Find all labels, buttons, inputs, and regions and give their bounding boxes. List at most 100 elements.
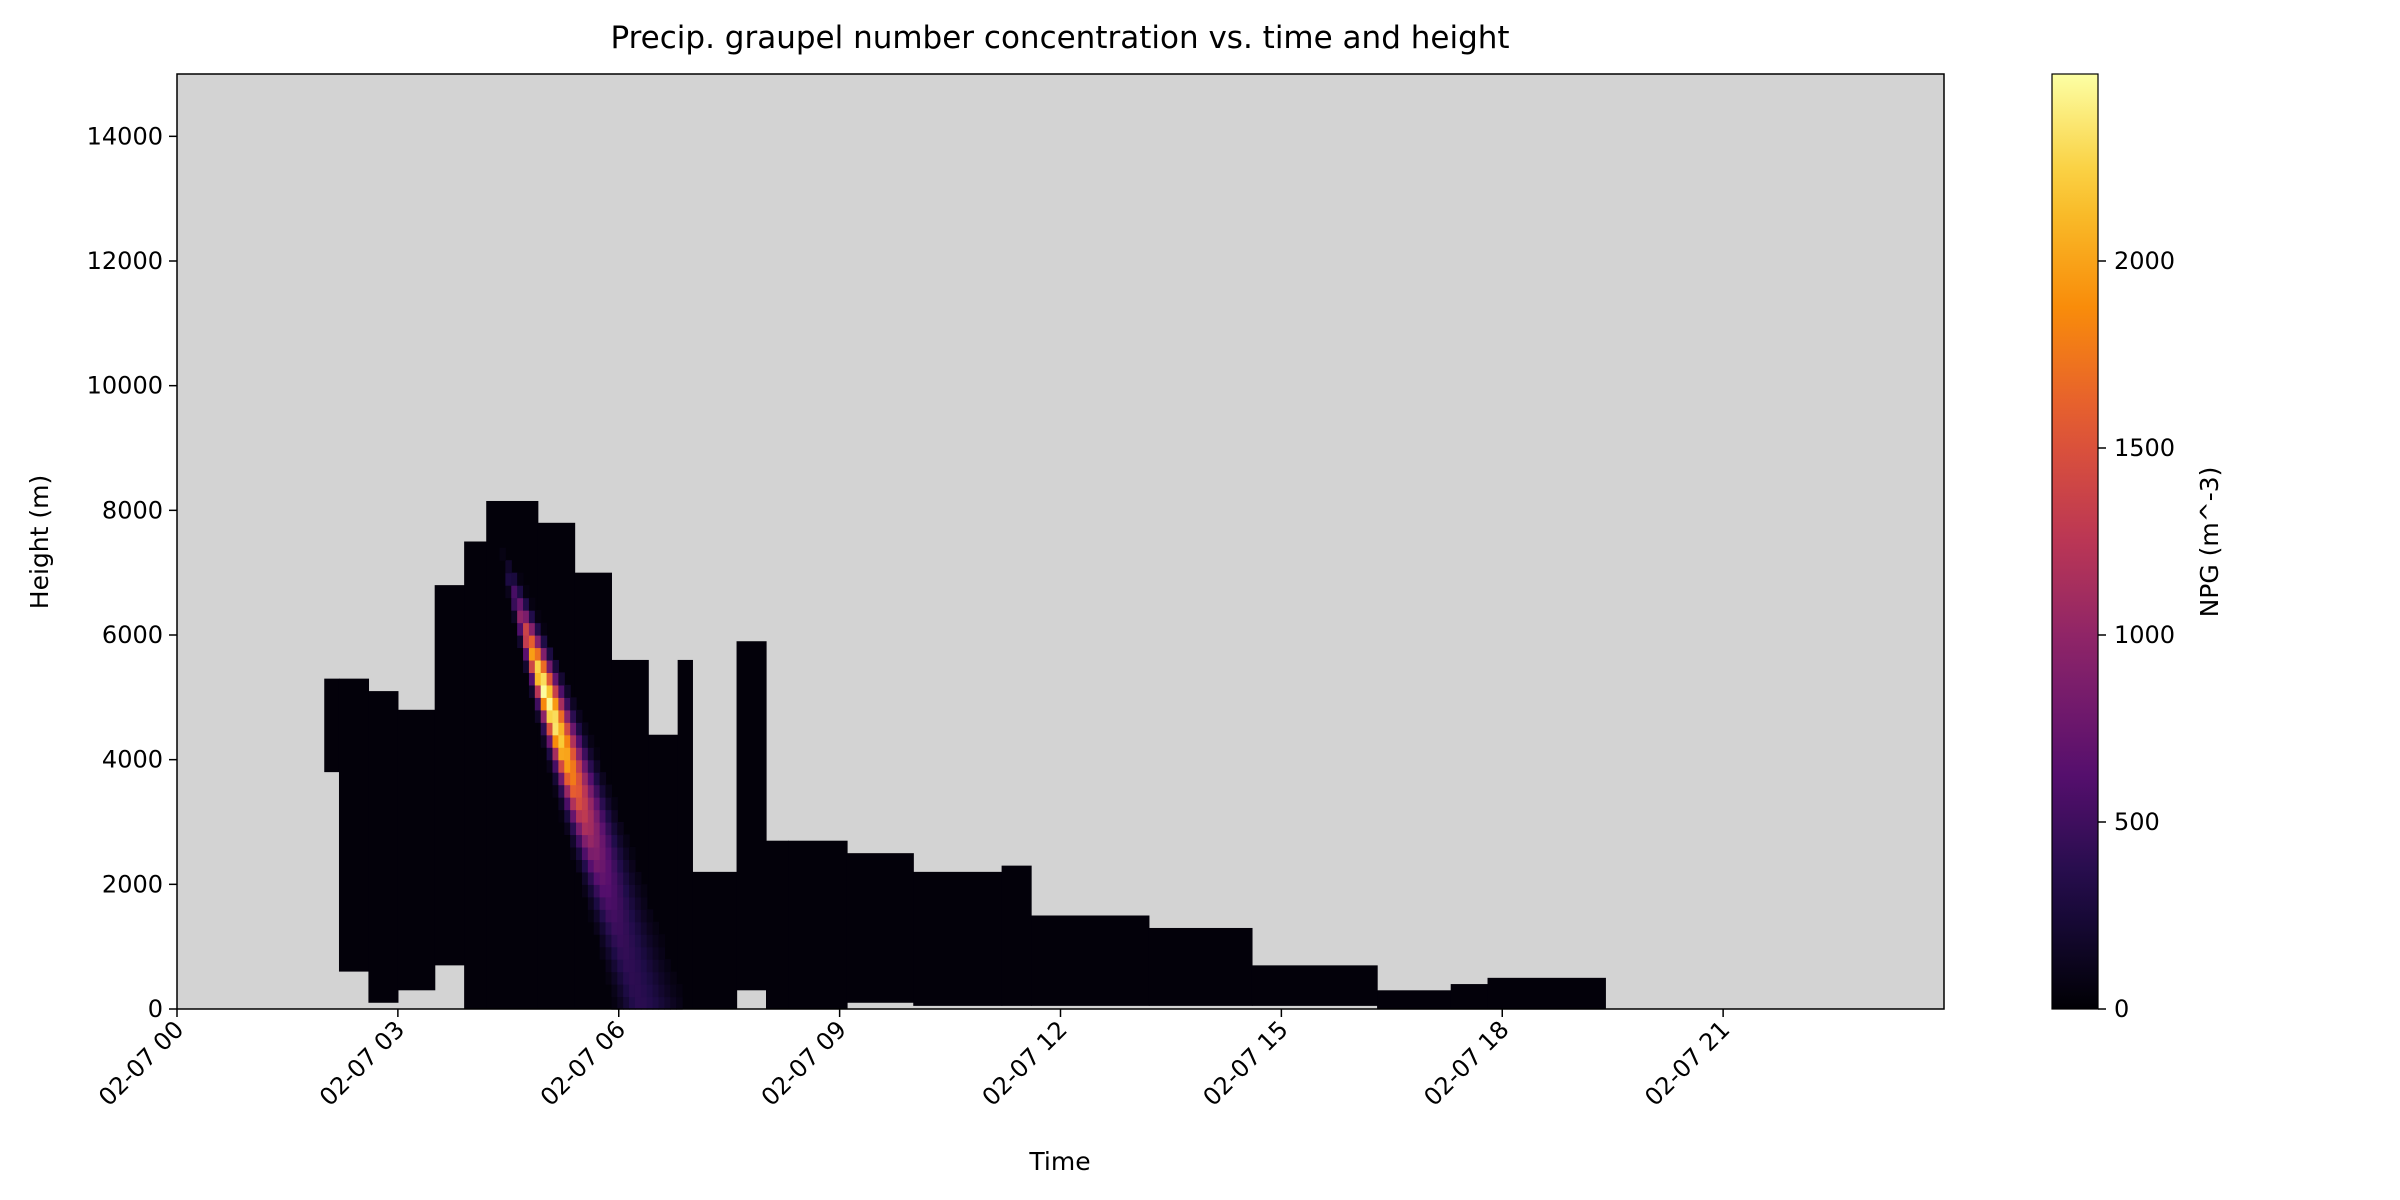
heatmap-cell [546,759,554,773]
heatmap-cell [534,659,542,673]
heatmap-cell [540,722,548,736]
heatmap-cell [558,809,565,823]
heatmap-cell [640,996,648,1010]
heatmap-cell [338,678,370,972]
y-axis: 0 2000 4000 6000 8000 10000 12000 14000 [87,122,177,1023]
heatmap-cell [552,709,559,723]
heatmap-cell [540,709,548,723]
x-tick-label: 02-07 15 [1198,1015,1294,1111]
heatmap-cell [629,959,636,973]
heatmap-cell [629,971,636,985]
heatmap-cell [587,896,595,910]
heatmap-cell [564,709,571,723]
heatmap-cell [587,734,595,748]
heatmap-cell [558,672,565,686]
heatmap-cell [640,959,648,973]
heatmap-cell [587,772,595,786]
heatmap-cell [570,797,577,811]
heatmap-cell [546,697,554,711]
heatmap-cell [629,896,636,910]
heatmap-cell [599,909,607,923]
heatmap-cell [634,996,642,1010]
y-tick-label: 0 [148,995,163,1023]
y-tick-label: 10000 [87,372,163,400]
heatmap-cell [599,884,607,898]
heatmap-cell [552,672,559,686]
heatmap-cell [564,822,571,836]
heatmap-cell [611,859,618,873]
heatmap-cell [593,896,601,910]
heatmap-cell [581,784,589,798]
heatmap-cell [505,585,512,599]
heatmap-cell [558,697,565,711]
heatmap-cell [581,747,589,761]
heatmap-cell [617,871,624,885]
heatmap-cell [593,859,601,873]
heatmap-cell [528,672,536,686]
heatmap-cell [581,734,589,748]
heatmap-cell [523,647,530,661]
heatmap-cell [587,809,595,823]
heatmap-cell [788,840,848,1009]
heatmap-cell [634,909,642,923]
heatmap-cell [1251,965,1378,1006]
heatmap-cell [617,934,624,948]
heatmap-cell [564,684,571,698]
heatmap-cell [593,921,601,935]
heatmap-cell [605,784,612,798]
heatmap-cell [1377,990,1452,1009]
heatmap-cell [611,884,618,898]
heatmap-cell [658,946,665,960]
heatmap-cell [623,871,630,885]
heatmap-cell [499,547,506,561]
heatmap-cell [558,797,565,811]
heatmap-cell [617,846,624,860]
heatmap-cell [434,585,465,966]
heatmap-cell [599,921,607,935]
colorbar-ticks: 0 500 1000 1500 2000 [2098,247,2175,1023]
heatmap-cell [587,797,595,811]
heatmap-cell [581,834,589,848]
heatmap-cell [640,884,648,898]
heatmap-cell [552,772,559,786]
heatmap-cell [692,871,738,1009]
heatmap-cell [581,822,589,836]
heatmap-cell [540,659,548,673]
colorbar-tick-label: 0 [2114,995,2129,1023]
heatmap-cell [528,635,536,649]
heatmap-cell [676,984,683,998]
heatmap-cell [511,572,518,586]
heatmap-cell [658,996,665,1010]
heatmap-cell [534,610,542,624]
heatmap-cell [629,884,636,898]
heatmap-cell [605,959,612,973]
plot-area [176,73,1945,1010]
heatmap-cell [634,934,642,948]
heatmap-cell [540,622,548,636]
y-tick-label: 14000 [87,122,163,150]
heatmap-cell [517,597,524,611]
heatmap-cell [511,585,518,599]
heatmap-cell [570,834,577,848]
heatmap-cell [587,747,595,761]
heatmap-cell [617,884,624,898]
heatmap-cell [397,709,436,991]
heatmap-cell [587,822,595,836]
heatmap-cell [646,984,654,998]
x-tick-label: 02-07 09 [756,1015,852,1111]
heatmap-cell [464,541,487,1009]
heatmap-cell [611,809,618,823]
heatmap-cell [646,971,654,985]
heatmap-cell [517,572,524,586]
heatmap-cell [611,934,618,948]
heatmap-cell [593,797,601,811]
heatmap-cell [576,759,583,773]
heatmap-cell [587,871,595,885]
x-tick-label: 02-07 06 [535,1015,631,1111]
y-axis-label: Height (m) [25,475,54,609]
heatmap-cell [517,585,524,599]
heatmap-cell [913,871,1003,1006]
heatmap-cell [605,809,612,823]
heatmap-cell [528,684,536,698]
